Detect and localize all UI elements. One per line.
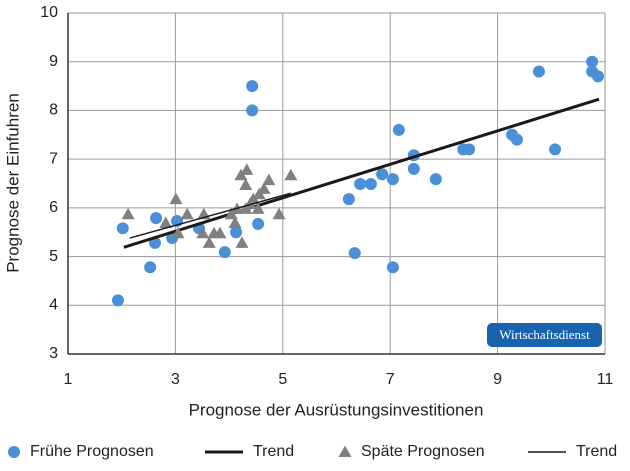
triangle-marker	[121, 207, 135, 220]
triangle-marker	[180, 207, 194, 220]
x-tick-label: 11	[597, 371, 614, 388]
triangle-marker	[171, 226, 185, 239]
circle-marker	[116, 222, 129, 235]
circle-marker	[218, 246, 231, 259]
watermark: Wirtschaftsdienst	[487, 323, 602, 347]
circle-marker	[549, 143, 562, 156]
legend-label: Trend	[576, 443, 617, 460]
legend-label: Trend	[253, 443, 294, 460]
y-tick-label: 10	[40, 4, 58, 21]
triangle-marker	[240, 163, 254, 175]
y-tick-label: 6	[49, 199, 58, 216]
triangle-marker	[202, 236, 216, 248]
circle-marker	[252, 217, 265, 230]
circle-marker	[230, 226, 243, 239]
y-tick-label: 8	[49, 102, 58, 119]
y-tick-label: 4	[49, 297, 58, 314]
circle-marker	[144, 261, 157, 274]
watermark-text: Wirtschaftsdienst	[499, 327, 590, 342]
x-tick-label: 9	[493, 371, 502, 388]
triangle-marker	[213, 226, 227, 239]
legend-marker	[8, 446, 20, 458]
watermark-box	[487, 323, 602, 347]
y-tick-label: 3	[49, 345, 58, 362]
circle-marker	[407, 162, 420, 175]
triangle-marker	[284, 168, 298, 181]
triangle-marker	[262, 173, 276, 186]
circle-marker	[586, 55, 599, 68]
triangle-marker	[169, 192, 183, 205]
circle-marker	[376, 168, 389, 181]
x-axis-label: Prognose der Ausrüstungsinvestitionen	[189, 400, 484, 419]
legend-marker	[338, 445, 352, 457]
y-tick-label: 9	[49, 53, 58, 70]
triangle-marker	[251, 202, 265, 214]
triangle-marker	[159, 216, 173, 228]
circle-marker	[354, 177, 367, 190]
circle-marker	[463, 143, 476, 156]
circle-marker	[429, 173, 442, 186]
y-tick-label: 5	[49, 248, 58, 265]
x-tick-label: 1	[64, 371, 73, 388]
trend-line	[123, 97, 600, 249]
triangle-marker	[228, 216, 242, 228]
circle-marker	[348, 247, 361, 260]
circle-marker	[510, 133, 523, 146]
triangle-marker	[272, 207, 286, 220]
circle-marker	[532, 65, 545, 78]
circle-marker	[386, 173, 399, 186]
circle-marker	[342, 193, 355, 206]
triangle-marker	[235, 236, 249, 248]
y-tick-label: 7	[49, 150, 58, 167]
trend-line	[129, 192, 292, 239]
x-tick-label: 5	[278, 371, 287, 388]
legend-label: Späte Prognosen	[361, 443, 485, 460]
circle-marker	[111, 294, 124, 307]
y-axis-label: Prognose der Einfuhren	[3, 93, 22, 273]
triangle-marker	[239, 178, 253, 190]
triangle-marker	[257, 182, 271, 194]
circle-marker	[392, 123, 405, 136]
x-tick-label: 7	[386, 371, 395, 388]
circle-marker	[246, 80, 259, 93]
circle-marker	[386, 261, 399, 274]
circle-marker	[246, 104, 259, 117]
circle-marker	[150, 212, 163, 225]
circle-marker	[364, 177, 377, 190]
x-tick-label: 3	[171, 371, 180, 388]
triangle-marker	[196, 226, 210, 239]
circle-marker	[592, 70, 605, 83]
legend-label: Frühe Prognosen	[30, 443, 154, 460]
